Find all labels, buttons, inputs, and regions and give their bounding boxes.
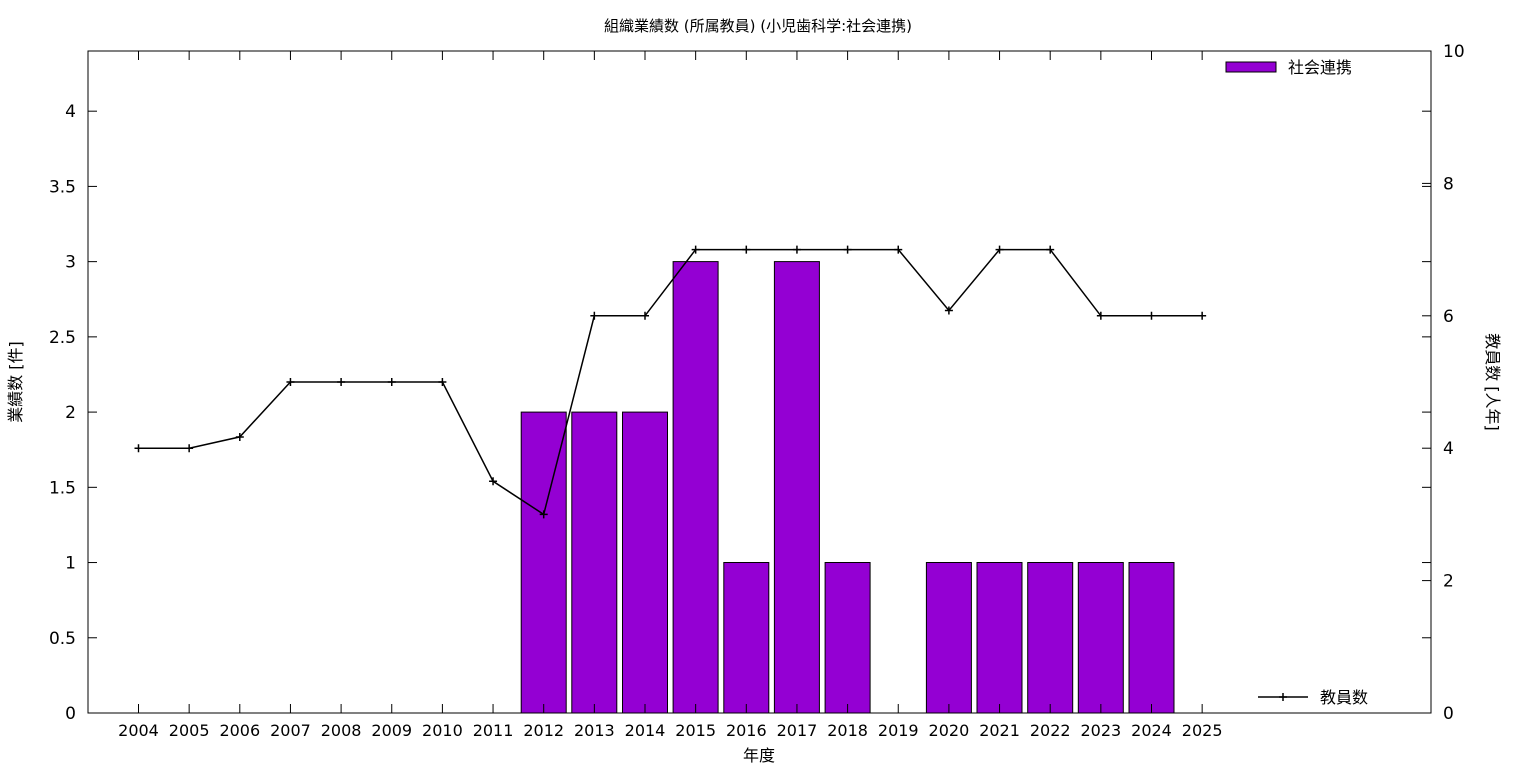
point-2022: [1046, 245, 1055, 254]
y2-axis-label: 教員数 [人年]: [1483, 333, 1502, 431]
bar-2017: [773, 261, 820, 714]
point-2009: [387, 378, 396, 386]
point-2013: [590, 311, 599, 320]
point-2021: [995, 245, 1004, 254]
bar-2020: [925, 562, 972, 714]
y2-tick-label: 10: [1443, 42, 1465, 62]
point-2025: [1198, 311, 1207, 320]
legend-label-bars: 社会連携: [1288, 58, 1352, 77]
x-tick-label: 2018: [827, 721, 868, 740]
point-2004: [134, 444, 143, 453]
y-tick-label: 4: [65, 102, 76, 122]
point-2010: [438, 378, 447, 386]
y-tick-label: 2: [65, 403, 76, 423]
plot-frame: [87, 50, 1432, 714]
x-tick-label: 2013: [574, 721, 615, 740]
y2-tick-label: 6: [1443, 307, 1454, 327]
bar-2015: [672, 261, 719, 714]
x-tick-label: 2025: [1182, 721, 1223, 740]
legend-label-line: 教員数: [1320, 688, 1368, 707]
y-tick-label: 3.5: [49, 177, 76, 197]
x-tick-label: 2014: [625, 721, 666, 740]
x-tick-label: 2008: [321, 721, 362, 740]
x-tick-label: 2006: [219, 721, 260, 740]
y2-tick-label: 4: [1443, 439, 1454, 459]
bar-2012: [520, 411, 567, 714]
y-tick-label: 1.5: [49, 478, 76, 498]
bar-2023: [1077, 562, 1124, 714]
x-tick-label: 2015: [675, 721, 716, 740]
x-tick-label: 2021: [979, 721, 1020, 740]
x-tick-label: 2023: [1080, 721, 1121, 740]
x-tick-label: 2004: [118, 721, 159, 740]
point-2006: [235, 432, 244, 441]
line-layer: [134, 245, 1207, 519]
point-2018: [843, 245, 852, 254]
x-tick-label: 2020: [929, 721, 970, 740]
y2-tick-label: 8: [1443, 174, 1454, 194]
legend-line-marker: [1279, 693, 1287, 701]
point-2012: [539, 510, 548, 519]
bar-2018: [824, 562, 871, 714]
point-2019: [894, 245, 903, 254]
point-2024: [1147, 311, 1156, 320]
x-tick-label: 2022: [1030, 721, 1071, 740]
y-tick-label: 2.5: [49, 328, 76, 348]
x-tick-label: 2011: [473, 721, 514, 740]
bars-layer: [520, 261, 1175, 714]
bar-2014: [622, 411, 668, 714]
point-2015: [691, 245, 700, 254]
point-2008: [337, 378, 346, 386]
y2-tick-label: 0: [1443, 704, 1454, 724]
point-2017: [792, 245, 801, 254]
ticks-layer: 0 0.5 1 1.5 2 2.5 3 3.5 4 0 2 4 6 8 10 2004 2005 2006 2007…: [49, 42, 1465, 740]
x-tick-label: 2017: [777, 721, 818, 740]
x-tick-label: 2010: [422, 721, 463, 740]
x-tick-label: 2005: [169, 721, 210, 740]
y-axis-label: 業績数 [件]: [6, 341, 25, 423]
y-tick-label: 0.5: [49, 629, 76, 649]
point-2007: [286, 378, 295, 386]
series-line: [138, 248, 1203, 516]
x-tick-label: 2007: [270, 721, 311, 740]
point-2005: [185, 444, 194, 453]
legend-swatch-bars: [1225, 61, 1277, 73]
bar-2022: [1027, 562, 1074, 714]
x-axis-label: 年度: [743, 746, 775, 765]
point-2023: [1096, 311, 1105, 320]
x-tick-label: 2016: [726, 721, 767, 740]
x-tick-label: 2012: [523, 721, 564, 740]
point-2011: [489, 477, 498, 486]
bar-2024: [1128, 562, 1175, 714]
point-2016: [742, 245, 751, 254]
x-tick-label: 2019: [878, 721, 919, 740]
y-tick-label: 1: [65, 554, 76, 574]
y2-tick-label: 2: [1443, 572, 1454, 592]
x-tick-label: 2024: [1131, 721, 1172, 740]
bar-2021: [976, 562, 1023, 714]
y-tick-label: 0: [65, 704, 76, 724]
point-2014: [641, 311, 649, 320]
x-tick-label: 2009: [371, 721, 412, 740]
chart-title: 組織業績数 (所属教員) (小児歯科学:社会連携): [604, 17, 912, 35]
bar-2013: [571, 411, 618, 714]
bar-2016: [723, 562, 770, 714]
y-tick-label: 3: [65, 253, 76, 273]
point-2020: [944, 306, 953, 315]
